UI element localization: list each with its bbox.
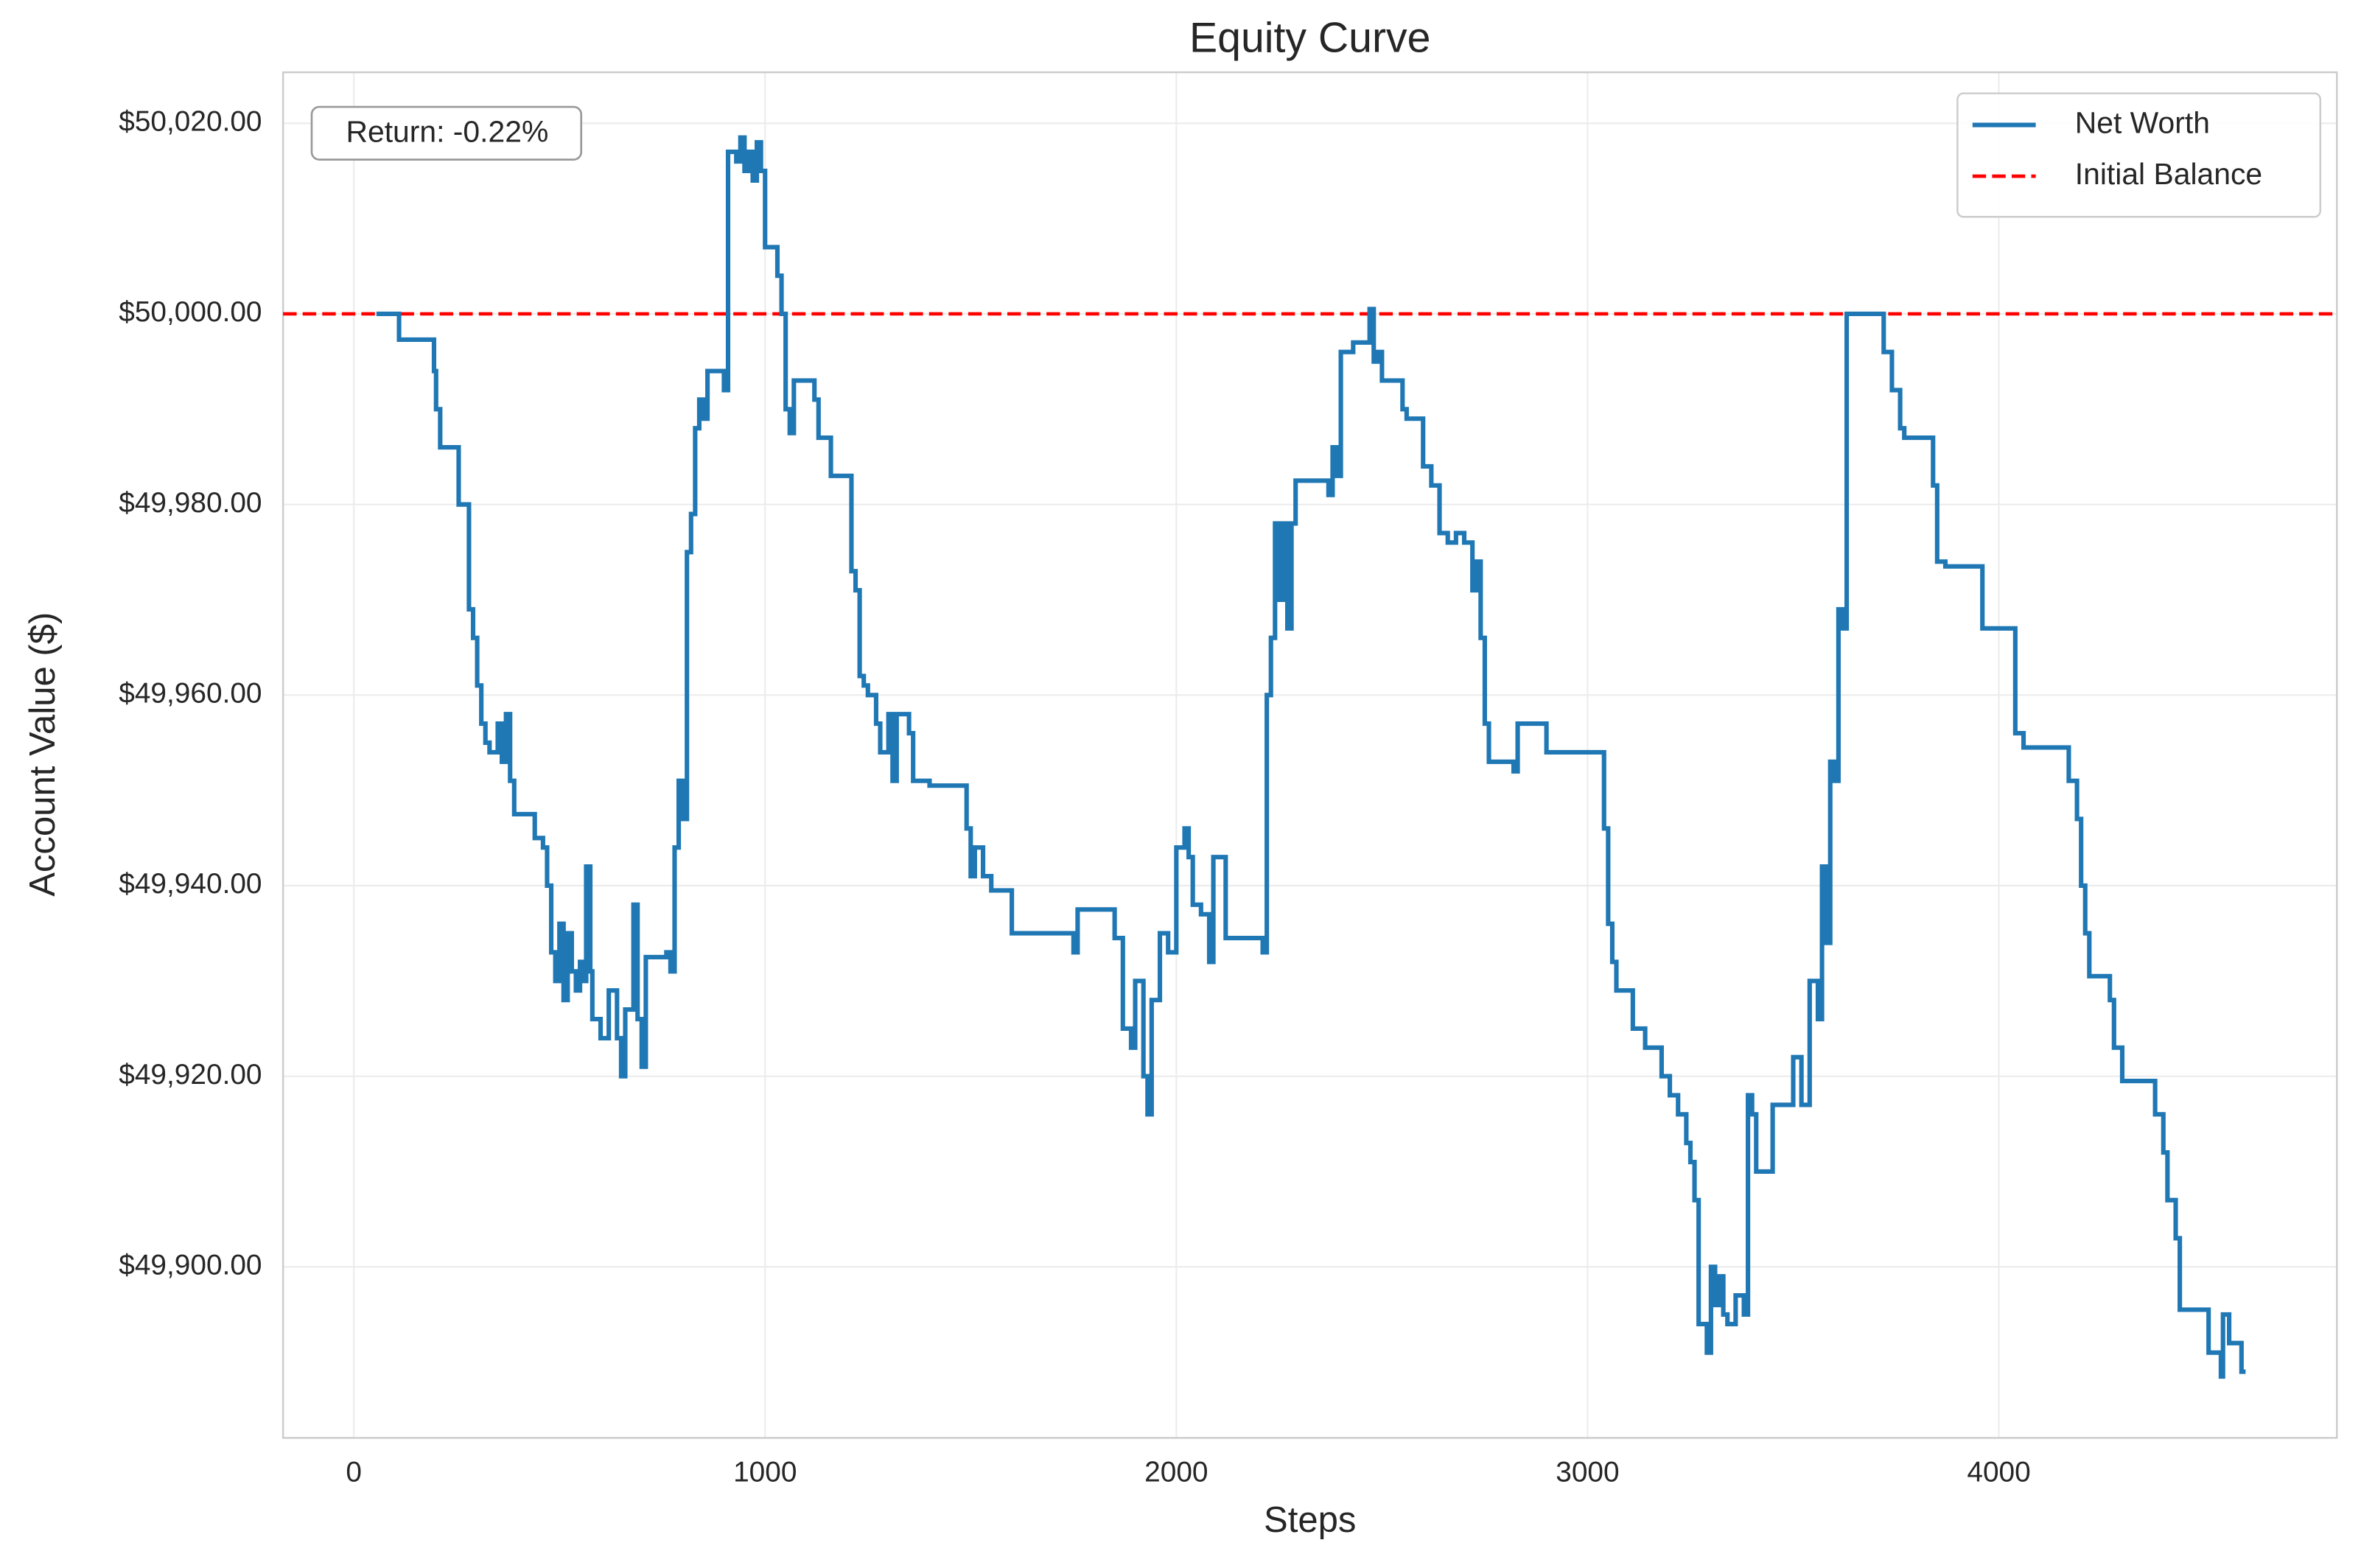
y-tick-label: $49,960.00: [119, 678, 262, 710]
legend-label: Net Worth: [2075, 105, 2210, 139]
y-tick-label: $50,020.00: [119, 106, 262, 138]
x-tick-label: 2000: [1144, 1457, 1208, 1488]
x-tick-label: 3000: [1556, 1457, 1619, 1488]
annotation-box: [310, 105, 583, 161]
x-tick-label: 1000: [733, 1457, 797, 1488]
y-tick-label: $50,000.00: [119, 296, 262, 328]
chart-title: Equity Curve: [1189, 14, 1430, 61]
plot-frame: [281, 71, 2338, 1439]
y-tick-label: $49,980.00: [119, 487, 262, 519]
y-tick-label: $49,940.00: [119, 868, 262, 900]
annotation: Return: -0.22%: [346, 115, 548, 149]
data-line: [376, 135, 2246, 1379]
y-tick-label: $49,920.00: [119, 1059, 262, 1091]
y-axis-label: Account Value ($): [23, 612, 63, 897]
y-tick-label: $49,900.00: [119, 1250, 262, 1281]
x-tick-label: 4000: [1967, 1457, 2030, 1488]
legend-box: [1956, 92, 2322, 218]
legend-label: Initial Balance: [2075, 157, 2262, 191]
x-axis-label: Steps: [1264, 1500, 1356, 1540]
x-tick-label: 0: [346, 1457, 362, 1488]
